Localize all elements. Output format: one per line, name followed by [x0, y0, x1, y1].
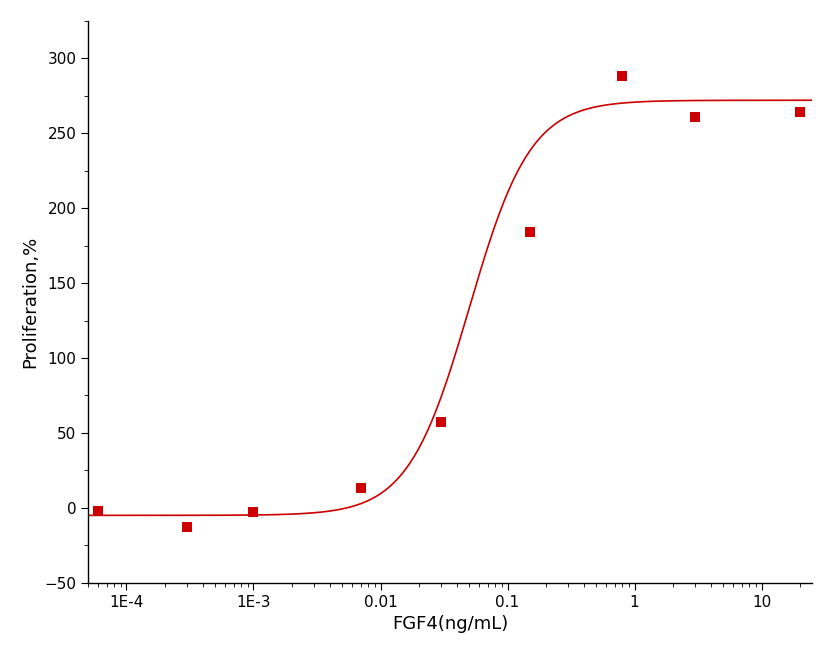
- X-axis label: FGF4(ng/mL): FGF4(ng/mL): [392, 615, 508, 633]
- Point: [247, 507, 260, 517]
- Point: [793, 107, 806, 118]
- Y-axis label: Proliferation,%: Proliferation,%: [21, 235, 39, 368]
- Point: [92, 506, 105, 516]
- Point: [689, 112, 702, 122]
- Point: [181, 522, 194, 532]
- Point: [616, 71, 629, 82]
- Point: [523, 227, 536, 237]
- Point: [354, 483, 367, 494]
- Point: [435, 417, 448, 428]
